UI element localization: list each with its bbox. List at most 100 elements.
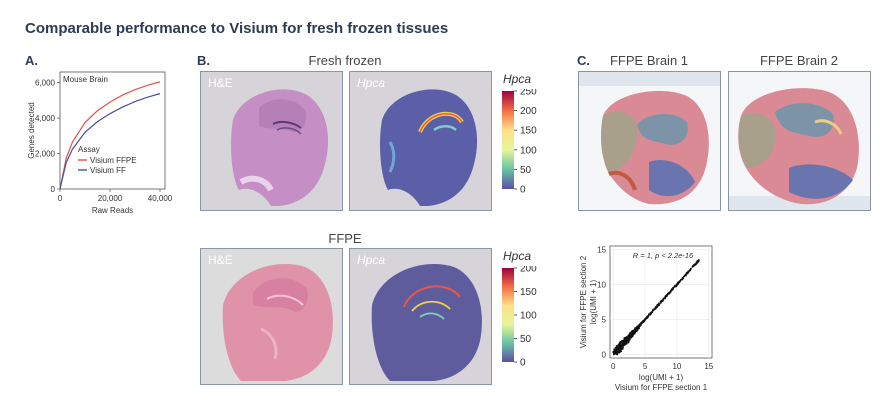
scatter-point bbox=[638, 324, 640, 327]
y-tick-label: 15 bbox=[597, 246, 606, 255]
ffpe-colorbar-title: Hpca bbox=[503, 249, 532, 263]
scatter-point bbox=[631, 333, 634, 336]
scatter-point bbox=[668, 292, 670, 295]
scatter-point bbox=[628, 337, 630, 340]
scatter-point bbox=[616, 353, 619, 356]
ffpe-brain1-image bbox=[578, 71, 721, 211]
ff-hpca-label: Hpca bbox=[357, 76, 386, 90]
legend-entry: Visium FF bbox=[90, 166, 126, 175]
series-line-visium-ff bbox=[59, 93, 161, 190]
scatter-point bbox=[678, 281, 680, 284]
scatter-point bbox=[619, 340, 622, 343]
scatter-point bbox=[619, 347, 622, 349]
y-tick-label: 2,000 bbox=[35, 150, 56, 159]
scatter-point bbox=[642, 320, 645, 323]
y-axis-label: Genes detected bbox=[27, 102, 36, 158]
scatter-point bbox=[653, 308, 656, 311]
ffpe-brain2-image bbox=[728, 71, 871, 211]
y-tick-label: 0 bbox=[602, 351, 607, 360]
scatter-point bbox=[683, 275, 685, 278]
scatter-point bbox=[624, 339, 627, 341]
scatter-point bbox=[674, 284, 676, 287]
scatter-point bbox=[669, 291, 672, 294]
colorbar-tick-label: 50 bbox=[520, 165, 532, 176]
x-tick-label: 0 bbox=[611, 362, 616, 371]
scatter-point bbox=[618, 346, 620, 348]
ffpe-hpca-label: Hpca bbox=[357, 253, 386, 267]
scatter-point bbox=[612, 351, 615, 354]
panel-label-c: C. bbox=[577, 53, 590, 68]
scatter-point bbox=[662, 298, 665, 301]
scatter-point bbox=[693, 264, 695, 266]
y-tick-label: 10 bbox=[597, 281, 606, 290]
x-axis-label-line1: log(UMI + 1) bbox=[639, 373, 684, 382]
scatter-point bbox=[619, 351, 621, 353]
ffpe-brain1-title: FFPE Brain 1 bbox=[609, 53, 689, 68]
scatter-point bbox=[626, 336, 629, 338]
scatter-point bbox=[627, 334, 630, 337]
colorbar-tick-label: 0 bbox=[520, 185, 526, 194]
scatter-point bbox=[636, 327, 639, 330]
scatter-point bbox=[656, 304, 659, 307]
scatter-point bbox=[664, 296, 667, 299]
scatter-point bbox=[615, 347, 618, 350]
correlation-annotation: R = 1, p < 2.2e-16 bbox=[633, 251, 694, 260]
scatter-point bbox=[648, 313, 651, 316]
x-tick-label: 5 bbox=[643, 362, 648, 371]
scatter-point bbox=[627, 340, 630, 343]
colorbar-tick-label: 100 bbox=[520, 145, 537, 156]
ff-colorbar-title: Hpca bbox=[503, 72, 532, 86]
scatter-point bbox=[617, 347, 620, 350]
scatter-point bbox=[622, 343, 625, 345]
page-title: Comparable performance to Visium for fre… bbox=[25, 20, 449, 37]
scatter-point bbox=[690, 267, 692, 270]
scatter-point bbox=[692, 265, 695, 268]
scatter-point bbox=[685, 273, 688, 276]
legend-title: Assay bbox=[78, 145, 100, 154]
scatter-point bbox=[680, 278, 683, 281]
x-axis-label-line2: Visium for FFPE section 1 bbox=[615, 383, 708, 392]
scatter-point bbox=[626, 337, 629, 340]
scatter-point bbox=[695, 262, 698, 264]
colorbar-tick-label: 0 bbox=[520, 358, 526, 367]
scatter-point bbox=[645, 317, 647, 319]
y-tick-label: 6,000 bbox=[35, 79, 56, 88]
umi-correlation-scatter: 00 5 5 10 10 15 15 R = 1, p < 2.2e-16 log(UMI + … bbox=[579, 246, 714, 393]
colorbar-tick-label: 250 bbox=[520, 89, 537, 98]
plot-frame bbox=[59, 71, 166, 190]
y-axis-label-line2: Visium for FFPE section 2 bbox=[579, 255, 588, 348]
ff-he-image: H&E bbox=[200, 71, 343, 211]
ffpe-he-image: H&E bbox=[200, 248, 343, 385]
y-tick-label: 5 bbox=[602, 316, 607, 325]
ffpe-title: FFPE bbox=[328, 231, 362, 246]
colorbar-tick-label: 200 bbox=[520, 106, 537, 117]
x-tick-label: 15 bbox=[704, 362, 713, 371]
scatter-point bbox=[666, 293, 669, 296]
ffpe-he-label: H&E bbox=[208, 253, 233, 267]
scatter-point bbox=[620, 345, 623, 348]
scatter-point bbox=[628, 333, 631, 336]
fresh-frozen-title: Fresh frozen bbox=[308, 53, 382, 68]
scatter-point bbox=[671, 288, 673, 290]
colorbar-tick-label: 150 bbox=[520, 287, 537, 298]
x-tick-label: 40,000 bbox=[148, 194, 173, 203]
scatter-points bbox=[612, 259, 700, 356]
ffpe-hpca-image: Hpca bbox=[349, 248, 492, 385]
scatter-point bbox=[629, 335, 632, 338]
chart-panel-title: Mouse Brain bbox=[63, 75, 108, 84]
scatter-point bbox=[688, 269, 691, 272]
scatter-point bbox=[631, 329, 634, 332]
scatter-point bbox=[675, 283, 678, 286]
scatter-point bbox=[621, 345, 624, 348]
scatter-point bbox=[617, 349, 620, 352]
scatter-point bbox=[657, 304, 660, 307]
scatter-point bbox=[657, 302, 660, 305]
series-line-visium-ffpe bbox=[59, 81, 161, 190]
ff-colorbar: 250 200 150 100 50 0 bbox=[502, 89, 537, 194]
colorbar-tick-label: 200 bbox=[520, 266, 537, 275]
scatter-point bbox=[613, 349, 616, 352]
panel-label-a: A. bbox=[25, 53, 38, 68]
scatter-point bbox=[697, 260, 700, 262]
ffpe-brain2-title: FFPE Brain 2 bbox=[759, 53, 839, 68]
colorbar-tick-label: 50 bbox=[520, 334, 532, 345]
